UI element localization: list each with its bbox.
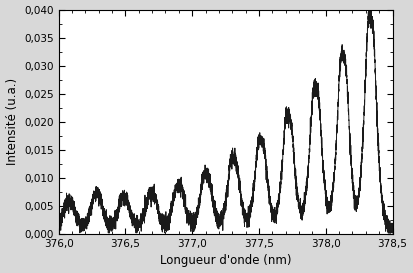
X-axis label: Longueur d'onde (nm): Longueur d'onde (nm) — [160, 254, 291, 268]
Y-axis label: Intensité (u.a.): Intensité (u.a.) — [5, 78, 19, 165]
